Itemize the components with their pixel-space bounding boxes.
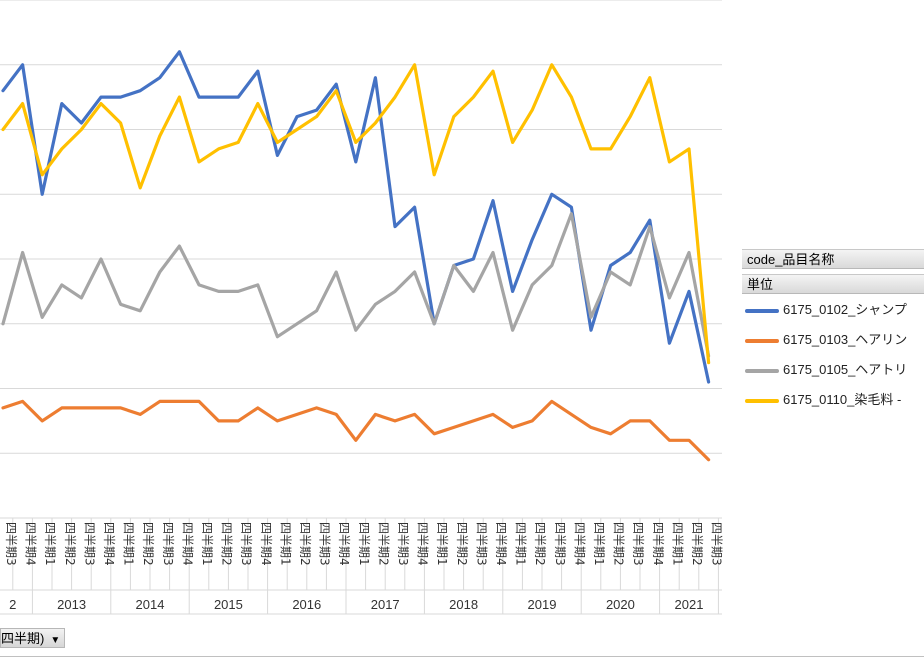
- series-line-0: [1, 50, 711, 384]
- x-tick-label: 四半期3: [553, 522, 567, 566]
- x-tick-label: 四半期2: [690, 522, 704, 566]
- series-line-2: [1, 212, 711, 358]
- year-label: 2019: [528, 597, 557, 612]
- legend-label: 6175_0105_ヘアトリ: [783, 362, 908, 377]
- x-tick-label: 四半期1: [670, 522, 684, 566]
- x-tick-label: 四半期2: [220, 522, 234, 566]
- legend-label: 6175_0103_ヘアリン: [783, 332, 908, 347]
- x-tick-label: 四半期3: [318, 522, 332, 566]
- x-tick-label: 四半期3: [4, 522, 18, 566]
- legend-label: 6175_0102_シャンプ: [783, 302, 907, 317]
- series-lines: [1, 50, 711, 462]
- x-tick-label: 四半期4: [337, 522, 351, 566]
- x-tick-label: 四半期3: [631, 522, 645, 566]
- legend-item-1[interactable]: 6175_0103_ヘアリン: [745, 331, 907, 349]
- period-filter-button[interactable]: 四半期) ▼: [0, 628, 66, 648]
- legend-swatch: [745, 398, 779, 403]
- legend-swatch: [745, 338, 779, 343]
- year-label: 2015: [214, 597, 243, 612]
- axes: [0, 517, 722, 615]
- x-tick-label: 四半期1: [122, 522, 136, 566]
- year-label: 2016: [292, 597, 321, 612]
- legend-swatch: [745, 308, 779, 313]
- series-line-3: [1, 63, 711, 365]
- x-tick-label: 四半期2: [141, 522, 155, 566]
- x-tick-labels: 四半期3 四半期4 四半期1 四半期2 四半期3 四半期4 四半期1 四半期2 四半期3 四半期4…: [4, 522, 724, 566]
- legend-header-code[interactable]: code_品目名称: [742, 249, 924, 269]
- x-tick-label: 四半期4: [24, 522, 38, 566]
- legend-item-3[interactable]: 6175_0110_染毛料 -: [745, 391, 901, 409]
- x-tick-label: 四半期4: [180, 522, 194, 566]
- x-tick-label: 四半期2: [533, 522, 547, 566]
- x-tick-label: 四半期1: [43, 522, 57, 566]
- x-tick-label: 四半期4: [416, 522, 430, 566]
- dropdown-arrow-icon: ▼: [50, 635, 61, 646]
- x-tick-label: 四半期3: [82, 522, 96, 566]
- year-label: 2013: [57, 597, 86, 612]
- legend-swatch: [745, 368, 779, 373]
- x-tick-label: 四半期2: [298, 522, 312, 566]
- year-label: 2014: [136, 597, 165, 612]
- legend-item-2[interactable]: 6175_0105_ヘアトリ: [745, 361, 907, 379]
- legend-header-unit[interactable]: 単位: [742, 274, 924, 294]
- year-label: 2021: [675, 597, 704, 612]
- x-tick-label: 四半期2: [63, 522, 77, 566]
- legend-item-0[interactable]: 6175_0102_シャンプ: [745, 301, 907, 319]
- x-tick-label: 四半期1: [357, 522, 371, 566]
- x-tick-label: 四半期3: [396, 522, 410, 566]
- x-tick-label: 四半期3: [710, 522, 724, 566]
- period-filter-label: 四半期): [1, 631, 45, 646]
- x-tick-label: 四半期4: [494, 522, 508, 566]
- x-tick-label: 四半期1: [592, 522, 606, 566]
- x-tick-label: 四半期4: [572, 522, 586, 566]
- x-tick-label: 四半期1: [200, 522, 214, 566]
- x-tick-label: 四半期4: [651, 522, 665, 566]
- year-label: 2017: [371, 597, 400, 612]
- gridlines: [0, 0, 722, 454]
- x-tick-label: 四半期3: [239, 522, 253, 566]
- x-tick-label: 四半期1: [514, 522, 528, 566]
- x-tick-label: 四半期1: [435, 522, 449, 566]
- x-tick-label: 四半期3: [474, 522, 488, 566]
- x-tick-label: 四半期2: [376, 522, 390, 566]
- x-tick-label: 四半期1: [278, 522, 292, 566]
- series-line-1: [1, 399, 711, 462]
- x-tick-label: 四半期2: [455, 522, 469, 566]
- x-tick-label: 四半期2: [612, 522, 626, 566]
- x-tick-label: 四半期4: [259, 522, 273, 566]
- year-label: 2020: [606, 597, 635, 612]
- bottom-border: [0, 656, 924, 657]
- legend-label: 6175_0110_染毛料 -: [783, 392, 902, 407]
- year-label: 2: [9, 597, 16, 612]
- year-label: 2018: [449, 597, 478, 612]
- x-tick-label: 四半期3: [161, 522, 175, 566]
- year-labels: 2 2013 2014 2015 2016 2017 2018 2019 2020 2021: [9, 597, 703, 612]
- x-tick-label: 四半期4: [102, 522, 116, 566]
